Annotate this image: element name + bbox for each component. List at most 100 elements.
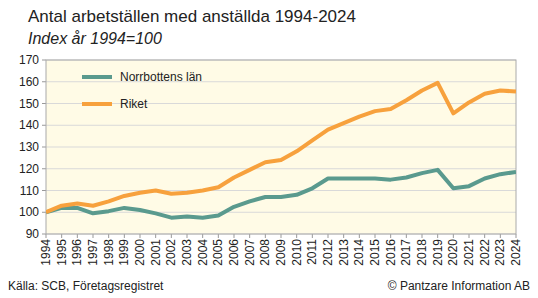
tick xyxy=(281,234,282,238)
tick xyxy=(500,234,501,238)
tick-label: 130 xyxy=(19,140,39,154)
legend-swatch xyxy=(82,102,112,106)
tick xyxy=(375,234,376,238)
tick-label: 2013 xyxy=(337,239,351,266)
tick-label: 2006 xyxy=(227,239,241,266)
tick-label: 2004 xyxy=(196,239,210,266)
plot-frame xyxy=(46,60,516,234)
tick xyxy=(359,234,360,238)
tick-label: 1994 xyxy=(39,239,53,266)
tick xyxy=(155,234,156,238)
tick xyxy=(469,234,470,238)
tick-label: 2010 xyxy=(290,239,304,266)
tick xyxy=(42,147,46,148)
tick-label: 2020 xyxy=(446,239,460,266)
tick-label: 2011 xyxy=(305,239,319,265)
tick xyxy=(140,234,141,238)
grid-line xyxy=(46,212,516,213)
tick xyxy=(77,234,78,238)
legend-swatch xyxy=(82,75,112,79)
tick xyxy=(124,234,125,238)
tick xyxy=(390,234,391,238)
series-group xyxy=(46,83,516,218)
tick-label: 2014 xyxy=(352,239,366,266)
tick-label: 90 xyxy=(26,227,40,241)
credit: © Pantzare Information AB xyxy=(388,279,530,293)
subtitle: Index år 1994=100 xyxy=(28,30,162,47)
tick-label: 160 xyxy=(19,75,39,89)
tick-label: 2001 xyxy=(149,239,163,266)
tick-label: 2005 xyxy=(211,239,225,266)
tick-label: 140 xyxy=(19,118,39,132)
tick-label: 2002 xyxy=(164,239,178,266)
tick-label: 2008 xyxy=(258,239,272,266)
tick-label: 2024 xyxy=(509,239,523,266)
source: Källa: SCB, Företagsregistret xyxy=(8,279,164,293)
tick-label: 2012 xyxy=(321,239,335,266)
tick-label: 2000 xyxy=(133,239,147,266)
tick-label: 170 xyxy=(19,53,39,67)
tick xyxy=(484,234,485,238)
tick-label: 2019 xyxy=(431,239,445,266)
tick xyxy=(343,234,344,238)
legend-label: Norrbottens län xyxy=(120,70,202,84)
tick xyxy=(249,234,250,238)
grid-line xyxy=(46,103,516,104)
tick-label: 2015 xyxy=(368,239,382,266)
tick-label: 2022 xyxy=(478,239,492,266)
tick xyxy=(42,168,46,169)
tick-label: 1999 xyxy=(117,239,131,266)
tick-label: 1996 xyxy=(70,239,84,266)
tick xyxy=(42,234,46,235)
tick xyxy=(328,234,329,238)
tick xyxy=(93,234,94,238)
tick xyxy=(218,234,219,238)
grid-line xyxy=(46,168,516,169)
grid-line xyxy=(46,147,516,148)
tick xyxy=(42,125,46,126)
tick xyxy=(406,234,407,238)
tick-label: 2003 xyxy=(180,239,194,266)
tick-label: 2021 xyxy=(462,239,476,266)
tick xyxy=(453,234,454,238)
plot-area xyxy=(46,60,516,234)
legend-label: Riket xyxy=(120,97,148,111)
tick-label: 1995 xyxy=(55,239,69,266)
tick-label: 120 xyxy=(19,162,39,176)
tick-label: 2016 xyxy=(384,239,398,266)
tick-label: 2017 xyxy=(399,239,413,266)
tick xyxy=(61,234,62,238)
tick xyxy=(516,234,517,238)
tick xyxy=(171,234,172,238)
series-line xyxy=(46,170,516,218)
tick-label: 100 xyxy=(19,205,39,219)
tick-label: 2023 xyxy=(493,239,507,266)
tick xyxy=(42,190,46,191)
tick-label: 150 xyxy=(19,97,39,111)
tick xyxy=(42,60,46,61)
tick xyxy=(108,234,109,238)
tick-label: 2009 xyxy=(274,239,288,266)
grid-line xyxy=(46,125,516,126)
tick-label: 1997 xyxy=(86,239,100,266)
tick xyxy=(312,234,313,238)
tick xyxy=(42,81,46,82)
grid-line xyxy=(46,81,516,82)
tick xyxy=(265,234,266,238)
grid-line xyxy=(46,190,516,191)
tick xyxy=(422,234,423,238)
chart: 9010011012013014015016017019941995199619… xyxy=(0,0,538,298)
series-line xyxy=(46,83,516,212)
tick xyxy=(296,234,297,238)
tick-label: 2018 xyxy=(415,239,429,266)
tick xyxy=(42,212,46,213)
tick xyxy=(187,234,188,238)
title: Antal arbetställen med anställda 1994-20… xyxy=(28,7,356,26)
tick xyxy=(46,234,47,238)
tick xyxy=(42,103,46,104)
tick xyxy=(437,234,438,238)
tick-label: 2007 xyxy=(243,239,257,266)
tick xyxy=(202,234,203,238)
tick-label: 1998 xyxy=(102,239,116,266)
tick-label: 110 xyxy=(20,184,39,198)
